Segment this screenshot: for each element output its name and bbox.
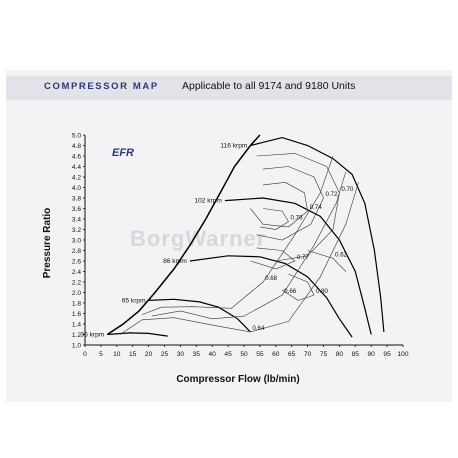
speed-line bbox=[107, 332, 168, 337]
efficiency-contours: 0.64 0.66 0.68 0.700.720.74 0.76 0.77 0.80 0.62 bbox=[119, 153, 359, 335]
y-tick-label: 4.2 bbox=[72, 174, 81, 181]
y-tick-label: 1.0 bbox=[72, 342, 81, 349]
efficiency-label: 0.74 bbox=[310, 204, 323, 211]
y-axis-title: Pressure Ratio bbox=[42, 208, 53, 279]
x-tick-label: 30 bbox=[177, 351, 185, 358]
header-title: COMPRESSOR MAP bbox=[44, 81, 159, 92]
speed-label: 35 krpm bbox=[80, 332, 104, 339]
y-tick-label: 4.8 bbox=[72, 143, 81, 150]
watermark: BorgWarner bbox=[130, 226, 266, 251]
efficiency-contour bbox=[151, 171, 347, 320]
efficiency-label: 0.64 bbox=[252, 325, 265, 332]
x-tick-label: 80 bbox=[336, 351, 344, 358]
y-tick-label: 2.8 bbox=[72, 248, 81, 255]
speed-line bbox=[224, 197, 372, 335]
y-tick-label: 3.4 bbox=[72, 216, 81, 223]
y-tick-label: 3.2 bbox=[72, 227, 81, 234]
x-tick-label: 20 bbox=[145, 351, 153, 358]
x-tick-label: 50 bbox=[240, 351, 248, 358]
axes bbox=[83, 134, 404, 347]
efficiency-contour bbox=[282, 273, 315, 301]
y-tick-label: 1.2 bbox=[72, 332, 81, 339]
y-tick-label: 2.0 bbox=[72, 290, 81, 297]
efficiency-contour bbox=[256, 153, 340, 262]
y-tick-label: 1.8 bbox=[72, 300, 81, 307]
x-tick-label: 85 bbox=[352, 351, 360, 358]
efficiency-label: 0.66 bbox=[284, 288, 297, 295]
speed-line bbox=[189, 255, 353, 338]
y-tick-label: 3.8 bbox=[72, 195, 81, 202]
speed-lines: 35 krpm 65 krpm 86 krpm 102 krpm 116 krpm bbox=[74, 136, 385, 339]
header-subtitle: Applicable to all 9174 and 9180 Units bbox=[182, 80, 356, 92]
y-tick-label: 4.4 bbox=[72, 164, 81, 171]
x-tick-label: 35 bbox=[193, 351, 201, 358]
speed-label-bg bbox=[217, 141, 248, 150]
efficiency-contour bbox=[256, 166, 324, 241]
efficiency-label: 0.72 bbox=[326, 191, 339, 198]
efficiency-contour bbox=[307, 250, 347, 272]
speed-label-bg bbox=[191, 196, 222, 205]
y-tick-label: 3.6 bbox=[72, 206, 81, 213]
surge-line-path bbox=[106, 134, 261, 336]
y-tick-label: 4.0 bbox=[72, 185, 81, 192]
efficiency-label: 0.70 bbox=[341, 186, 354, 193]
efr-logo-text: EFR bbox=[112, 147, 134, 159]
x-tick-label: 40 bbox=[209, 351, 217, 358]
y-tick-label: 3.0 bbox=[72, 237, 81, 244]
speed-line bbox=[148, 298, 251, 333]
y-tick-label: 1.4 bbox=[72, 321, 81, 328]
speed-label-bg bbox=[156, 256, 187, 265]
y-tick-label: 2.2 bbox=[72, 279, 81, 286]
tick-labels: 0 5 10 15 20 25 30 35 40 45 50 55 60 65 70 75 80 85 90 95 10… bbox=[72, 132, 409, 358]
efficiency-contour bbox=[142, 155, 334, 315]
efficiency-label: 0.77 bbox=[297, 254, 310, 261]
speed-label-bg bbox=[74, 330, 105, 339]
speed-label-bg bbox=[115, 295, 146, 305]
speed-label: 86 krpm bbox=[163, 258, 187, 265]
efr-logo: EFR bbox=[112, 147, 134, 159]
x-tick-label: 45 bbox=[224, 351, 232, 358]
efficiency-label: 0.80 bbox=[316, 288, 329, 295]
header-band bbox=[6, 76, 452, 100]
x-tick-label: 10 bbox=[113, 351, 121, 358]
speed-label: 116 krpm bbox=[220, 143, 248, 150]
y-tick-label: 2.6 bbox=[72, 258, 81, 265]
x-tick-label: 55 bbox=[256, 351, 264, 358]
efficiency-label: 0.62 bbox=[335, 251, 348, 258]
chart-card: COMPRESSOR MAP Applicable to all 9174 an… bbox=[6, 70, 452, 402]
efficiency-contour bbox=[119, 182, 359, 335]
x-tick-label: 100 bbox=[397, 351, 408, 358]
speed-label: 65 krpm bbox=[122, 297, 146, 304]
y-tick-label: 5.0 bbox=[72, 132, 81, 139]
x-tick-label: 65 bbox=[288, 351, 296, 358]
x-tick-label: 60 bbox=[272, 351, 280, 358]
watermark-text: BorgWarner bbox=[130, 226, 266, 251]
x-axis-title: Compressor Flow (lb/min) bbox=[176, 374, 299, 385]
y-tick-label: 2.4 bbox=[72, 269, 81, 276]
x-tick-label: 75 bbox=[320, 351, 328, 358]
x-tick-label: 0 bbox=[83, 351, 87, 358]
x-tick-label: 90 bbox=[368, 351, 376, 358]
speed-label: 102 krpm bbox=[194, 198, 222, 205]
x-tick-label: 15 bbox=[129, 351, 137, 358]
x-tick-label: 95 bbox=[383, 351, 391, 358]
y-tick-label: 4.6 bbox=[72, 153, 81, 160]
surge-line bbox=[106, 134, 261, 336]
x-tick-label: 5 bbox=[99, 351, 103, 358]
x-tick-label: 25 bbox=[161, 351, 169, 358]
efficiency-label: 0.68 bbox=[265, 275, 278, 282]
efficiency-contour bbox=[250, 247, 296, 270]
speed-line bbox=[250, 136, 385, 332]
efficiency-label: 0.76 bbox=[291, 215, 304, 222]
efficiency-contour bbox=[259, 208, 289, 230]
efficiency-contour bbox=[250, 181, 308, 228]
y-tick-label: 1.6 bbox=[72, 311, 81, 318]
x-tick-label: 70 bbox=[304, 351, 312, 358]
